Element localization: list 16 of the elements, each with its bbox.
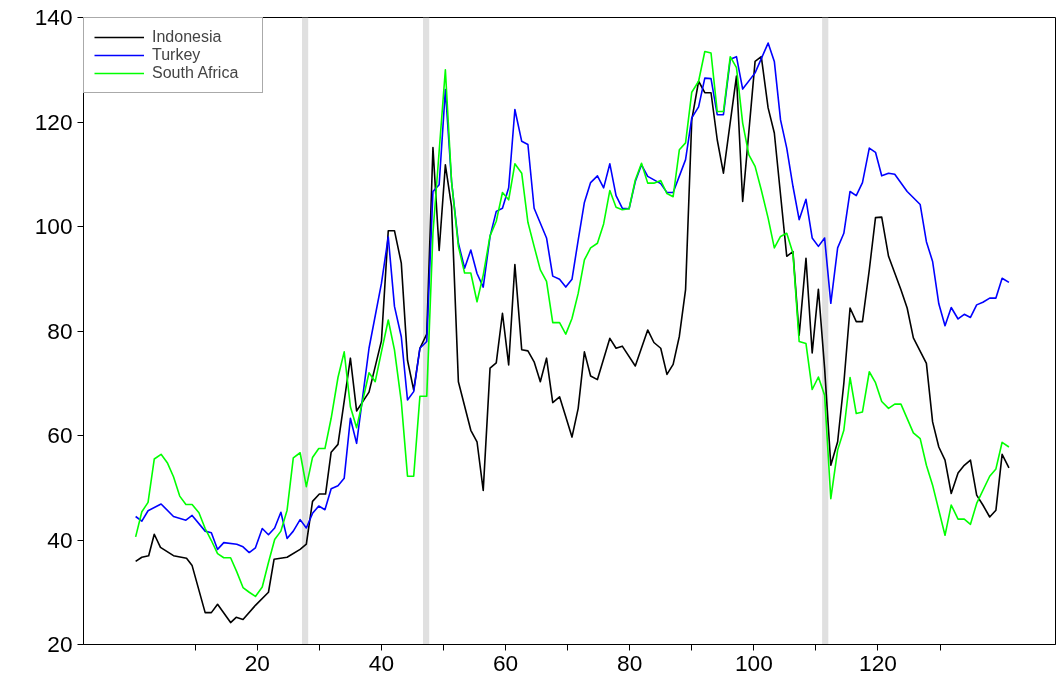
y-tick-label: 40: [47, 526, 73, 553]
x-tick-label: 80: [617, 649, 643, 676]
x-tick-label: 20: [244, 649, 270, 676]
x-tick-label: 40: [368, 649, 395, 676]
legend-label: Turkey: [152, 46, 202, 64]
y-tick-label: 80: [47, 317, 73, 344]
x-tick-label: 100: [734, 649, 773, 676]
x-tick-label: 60: [492, 649, 519, 676]
y-tick-label: 120: [34, 108, 73, 135]
x-tick-label: 120: [859, 649, 897, 676]
legend-label: Indonesia: [152, 28, 223, 46]
legend-label: South Africa: [152, 64, 240, 82]
y-tick-label: 140: [34, 4, 73, 30]
y-tick-label: 20: [47, 631, 73, 657]
y-tick-label: 100: [34, 213, 73, 239]
y-tick-label: 60: [47, 422, 73, 448]
